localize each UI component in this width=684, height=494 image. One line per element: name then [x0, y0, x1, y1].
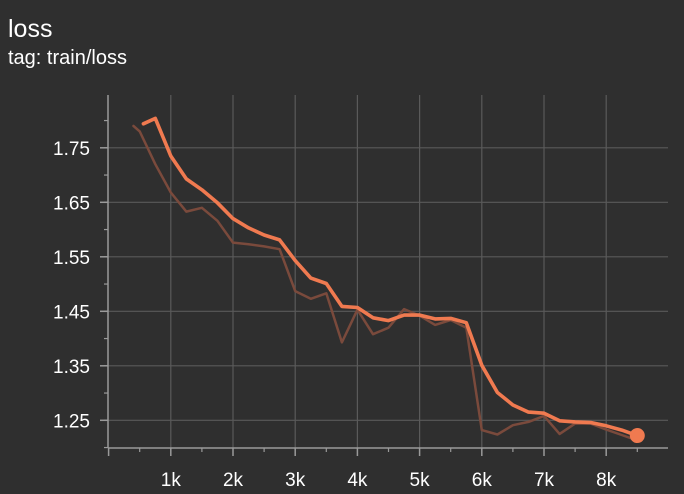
y-tick-label: 1.55 [53, 248, 90, 269]
latest-point-marker[interactable] [629, 428, 645, 444]
x-tick-label: 4k [347, 470, 368, 491]
axes [100, 95, 668, 456]
x-tick-label: 3k [285, 470, 306, 491]
x-tick-label: 5k [410, 470, 431, 491]
y-tick-label: 1.35 [53, 357, 90, 378]
card-header: loss tag: train/loss [8, 14, 127, 70]
chart-tag-subtitle: tag: train/loss [8, 47, 127, 69]
grid [108, 95, 668, 448]
y-tick-label: 1.45 [53, 302, 90, 323]
y-tick-label: 1.65 [53, 193, 90, 214]
smoothed-loss-line[interactable] [141, 116, 640, 438]
x-tick-label: 2k [223, 470, 244, 491]
markers[interactable] [629, 428, 645, 444]
y-tick-label: 1.25 [53, 411, 90, 432]
chart-title: loss [8, 15, 53, 43]
x-tick-label: 8k [596, 470, 617, 491]
raw-loss-line[interactable] [132, 124, 639, 442]
x-tick-label: 1k [161, 470, 182, 491]
y-tick-label: 1.75 [53, 139, 90, 160]
tick-labels: 1k 2k 3k 4k 5k 6k 7k 8k 1.25 1.35 1.45 1.55 1.65 1.75 [53, 139, 617, 491]
x-tick-label: 6k [472, 470, 493, 491]
x-tick-label: 7k [534, 470, 555, 491]
plot-area[interactable] [132, 116, 640, 442]
